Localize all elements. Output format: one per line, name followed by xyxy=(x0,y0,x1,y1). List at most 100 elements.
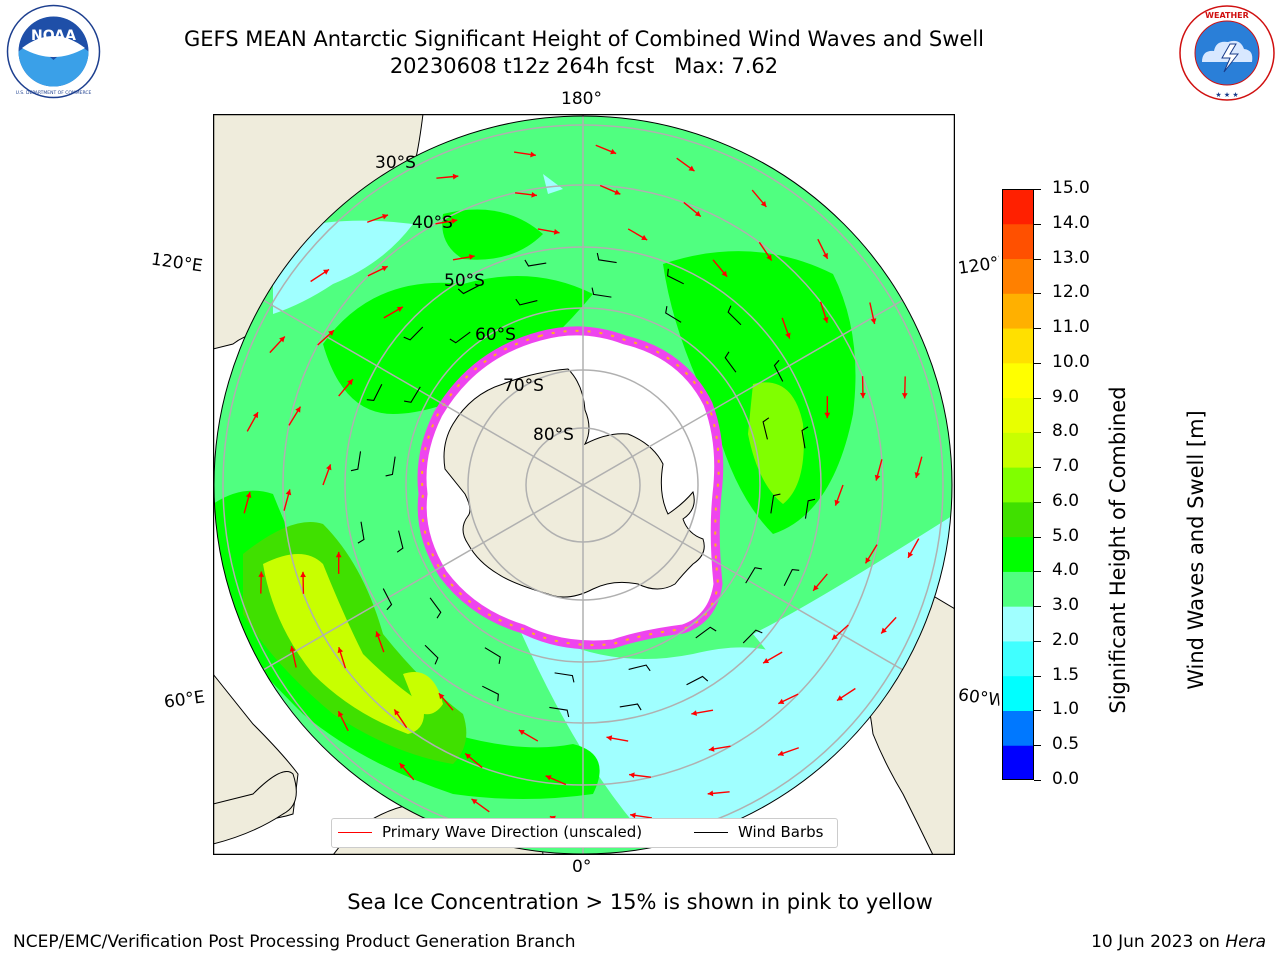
latitude-label-60s: 60°S xyxy=(475,325,516,345)
footer-branch: NCEP/EMC/Verification Post Processing Pr… xyxy=(13,932,576,952)
wave-direction-arrowhead xyxy=(553,229,560,235)
wind-barbs-legend-label: Wind Barbs xyxy=(738,823,824,841)
wind-barb xyxy=(665,306,682,323)
national-weather-service-logo-icon: WEATHER ★ ★ ★ xyxy=(1178,4,1276,102)
colorbar-segment xyxy=(1002,467,1034,503)
wind-barb xyxy=(350,451,362,472)
wind-barb xyxy=(554,672,575,683)
wave-direction-legend-swatch xyxy=(338,832,372,833)
colorbar-segment xyxy=(1002,362,1034,399)
wave-direction-arrowhead xyxy=(688,165,695,172)
wave-direction-arrowhead xyxy=(245,492,252,498)
wave-direction-arrowhead xyxy=(870,318,877,324)
wave-direction-arrowhead xyxy=(338,711,344,718)
colorbar-tick-mark xyxy=(1034,223,1041,225)
wind-barb xyxy=(727,305,742,326)
wave-direction-arrowhead xyxy=(326,464,332,471)
colorbar-segment xyxy=(1002,675,1034,711)
longitude-label-180: 180° xyxy=(561,89,602,109)
colorbar-tick-label: 8.0 xyxy=(1052,421,1080,442)
wind-barb xyxy=(742,629,763,644)
wave-direction-arrowhead xyxy=(279,336,285,343)
noaa-logo-text: NOAA xyxy=(31,28,76,44)
wind-barb xyxy=(667,268,684,285)
colorbar-tick-label: 4.0 xyxy=(1052,560,1080,581)
vector-layer xyxy=(243,144,923,826)
wind-barbs-legend-swatch xyxy=(694,832,728,833)
wind-barb xyxy=(591,287,612,298)
wind-barb xyxy=(424,644,439,665)
wave-direction-arrowhead xyxy=(785,332,791,339)
longitude-label-60w: 60°W xyxy=(956,685,1002,711)
colorbar-tick-label: 0.0 xyxy=(1052,769,1080,789)
colorbar-tick-label: 14.0 xyxy=(1052,212,1090,233)
footer-date: 10 Jun 2023 on Hera xyxy=(1091,932,1266,952)
latitude-label-30s: 30°S xyxy=(375,153,416,173)
colorbar-tick-mark xyxy=(1034,606,1041,608)
colorbar-tick-mark xyxy=(1034,640,1041,642)
colorbar-tick-mark xyxy=(1034,780,1041,781)
wave-direction-arrowhead xyxy=(531,191,537,198)
wave-direction-arrowhead xyxy=(465,753,472,760)
wind-barb xyxy=(724,351,737,373)
wave-direction-arrowhead xyxy=(874,474,881,481)
antarctica xyxy=(443,368,705,598)
wave-direction-arrowhead xyxy=(721,270,728,277)
colorbar-tick-label: 3.0 xyxy=(1052,595,1080,616)
chart-subtitle: 20230608 t12z 264h fcst Max: 7.62 xyxy=(389,54,779,78)
noaa-logo-icon: NOAA U.S. DEPARTMENT OF COMMERCE xyxy=(6,4,101,99)
colorbar-tick-mark xyxy=(1034,501,1041,503)
wave-direction-arrowhead xyxy=(914,472,921,478)
colorbar-tick-label: 10.0 xyxy=(1052,351,1090,372)
wave-direction-arrowhead xyxy=(708,746,715,752)
wave-direction-arrowhead xyxy=(452,173,459,180)
colorbar-tick-mark xyxy=(1034,189,1041,190)
wave-direction-arrowhead xyxy=(860,392,866,399)
wave-direction-arrowhead xyxy=(375,631,381,638)
wave-direction-arrowhead xyxy=(641,234,648,240)
wave-direction-arrowhead xyxy=(396,306,403,313)
wave-direction-arrowhead xyxy=(865,557,871,564)
wind-barb xyxy=(385,456,396,477)
longitude-label-0: 0° xyxy=(572,857,592,877)
colorbar-tick-mark xyxy=(1034,571,1041,573)
wave-direction-arrowhead xyxy=(451,218,458,224)
wave-direction-arrowhead xyxy=(252,412,258,419)
colorbar-tick-mark xyxy=(1034,397,1041,399)
wave-direction-arrowhead xyxy=(289,646,296,652)
wave-direction-arrowhead xyxy=(328,330,334,336)
longitude-label-60e: 60°E xyxy=(162,687,207,713)
colorbar-tick-mark xyxy=(1034,293,1041,295)
wave-direction-arrowhead xyxy=(381,266,388,272)
wave-direction-arrowhead xyxy=(630,812,636,819)
wave-direction-arrowhead xyxy=(258,571,265,577)
wave-direction-arrowhead xyxy=(300,571,306,578)
latitude-label-80s: 80°S xyxy=(533,425,574,445)
wave-direction-arrowhead xyxy=(760,201,767,207)
wind-barb xyxy=(596,252,617,264)
wave-direction-arrowhead xyxy=(347,379,353,386)
wind-barb xyxy=(762,417,770,440)
footer-date-text: 10 Jun 2023 on xyxy=(1091,932,1226,952)
wind-barb xyxy=(382,588,393,611)
colorbar-tick-label: 6.0 xyxy=(1052,490,1080,511)
wind-barb xyxy=(515,298,538,306)
colorbar xyxy=(1002,189,1034,781)
wave-direction-arrowhead xyxy=(614,189,621,195)
colorbar-segment xyxy=(1002,432,1034,468)
wave-direction-arrowhead xyxy=(778,698,785,704)
colorbar-segment xyxy=(1002,571,1034,607)
colorbar-tick-mark xyxy=(1034,258,1041,260)
sea-ice-note: Sea Ice Concentration > 15% is shown in … xyxy=(347,890,933,914)
wave-direction-arrowhead xyxy=(822,252,828,259)
wind-barb xyxy=(686,675,709,686)
wave-direction-arrowhead xyxy=(545,775,552,781)
wave-direction-arrowhead xyxy=(901,393,908,399)
longitude-label-120w: 120°W xyxy=(956,253,1002,279)
wind-barb xyxy=(549,706,570,718)
polar-map: 30°S 40°S 50°S 60°S 70°S 80°S xyxy=(212,113,956,856)
wave-direction-arrowhead xyxy=(323,269,330,275)
wind-barb xyxy=(457,284,480,295)
colorbar-tick-mark xyxy=(1034,675,1041,677)
svg-text:★ ★ ★: ★ ★ ★ xyxy=(1215,91,1238,99)
